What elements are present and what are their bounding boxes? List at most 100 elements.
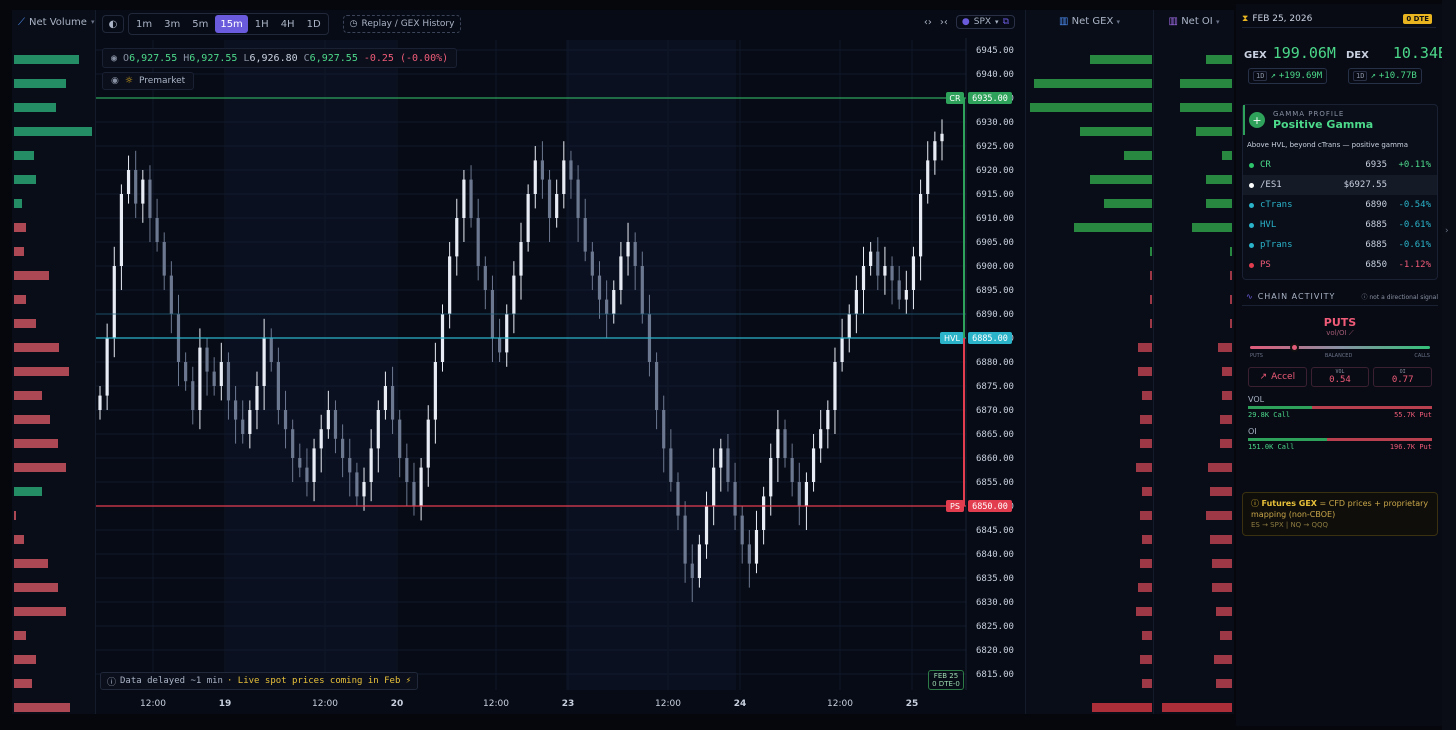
bar xyxy=(1142,631,1152,640)
candle-body xyxy=(119,194,124,266)
pulse-icon: ∿ xyxy=(1246,292,1254,301)
candle-body xyxy=(869,251,873,266)
level-row[interactable]: pTrans 6885 -0.61% xyxy=(1243,235,1437,255)
level-tag-label: CR xyxy=(949,94,961,103)
x-tick-label: 24 xyxy=(734,699,747,709)
dex-value: 10.34B xyxy=(1392,44,1448,62)
level-tag xyxy=(940,332,964,344)
candle-body xyxy=(305,467,309,482)
candle-body xyxy=(819,429,823,449)
level-row[interactable]: CR 6935 +0.11% xyxy=(1243,155,1437,175)
bar xyxy=(14,535,24,544)
bar xyxy=(1140,439,1152,448)
candle-body xyxy=(683,515,687,564)
level-row[interactable]: cTrans 6890 -0.54% xyxy=(1243,195,1437,215)
eye-icon[interactable]: ◉ xyxy=(111,76,119,86)
bar xyxy=(1206,55,1232,64)
net-volume-header[interactable]: ⟋ Net Volume ▾ xyxy=(12,10,94,34)
timeframe-button-1d[interactable]: 1D xyxy=(306,18,321,30)
bar xyxy=(1212,559,1232,568)
candle-body xyxy=(676,482,680,516)
gamma-profile-desc: Above HVL, beyond cTrans — positive gamm… xyxy=(1247,141,1409,149)
bar xyxy=(1140,559,1152,568)
candle-body xyxy=(704,506,709,545)
timeframe-button-5m[interactable]: 5m xyxy=(192,18,209,30)
bar xyxy=(1136,463,1152,472)
candle-body xyxy=(298,458,302,468)
timeframe-button-1m[interactable]: 1m xyxy=(136,18,153,30)
bar xyxy=(1206,511,1232,520)
chain-activity-card: ∿ CHAIN ACTIVITY ⓘ not a directional sig… xyxy=(1242,288,1438,482)
code-icon[interactable]: ‹› xyxy=(923,16,932,28)
candle-body xyxy=(405,458,409,482)
level-pct: +0.11% xyxy=(1398,160,1431,170)
eye-icon[interactable]: ◉ xyxy=(111,52,118,64)
candle-body xyxy=(226,362,231,401)
level-price-tag xyxy=(968,92,1012,104)
x-tick-label: 25 xyxy=(906,699,919,709)
level-row[interactable]: PS 6850 -1.12% xyxy=(1243,255,1437,275)
compare-icon[interactable]: ⧉ xyxy=(1002,17,1009,27)
bar xyxy=(1206,199,1232,208)
candle-body xyxy=(833,362,837,410)
bar xyxy=(1222,151,1232,160)
bar xyxy=(14,343,59,352)
net-oi-header[interactable]: ▥ Net OI ▾ xyxy=(1154,16,1234,27)
premarket-toggle[interactable]: ◉ ☼ Premarket xyxy=(102,72,195,90)
bar xyxy=(1212,583,1232,592)
candle-body xyxy=(148,179,152,218)
chain-note-text: not a directional signal xyxy=(1369,294,1438,301)
chevron-right-icon[interactable]: › xyxy=(1445,226,1449,236)
futures-title: Futures GEX xyxy=(1261,499,1317,508)
price-chart[interactable]: 6945.00 6940.00 6935.00 6930.00 6925.00 6920.… xyxy=(96,10,1026,714)
gex-delta: 1D ↗ +199.69M xyxy=(1248,68,1328,84)
candle-body xyxy=(205,347,209,372)
vol-stat-label: VOL xyxy=(1335,369,1345,375)
symbol-selector[interactable]: ● SPX ▾ ⧉ xyxy=(955,15,1015,29)
timeframe-button-1h[interactable]: 1H xyxy=(254,18,269,30)
bar xyxy=(1214,655,1232,664)
level-pct: -0.61% xyxy=(1398,240,1431,250)
dex-metric: DEX 10.34B xyxy=(1346,44,1447,62)
candle-body xyxy=(448,256,452,314)
y-tick-label: 6820.00 xyxy=(976,646,1014,656)
dex-label: DEX xyxy=(1346,50,1369,61)
y-tick-label: 6875.00 xyxy=(976,382,1014,392)
candle-body xyxy=(619,256,623,290)
oi-split-values: 151.0K Call 196.7K Put xyxy=(1248,443,1432,451)
bar xyxy=(1206,175,1232,184)
delay-note: ⓘ Data delayed ~1 min · Live spot prices… xyxy=(100,672,419,690)
level-tag-label: HVL xyxy=(944,334,960,343)
gamma-profile-title: Positive Gamma xyxy=(1273,117,1374,131)
low-label: L xyxy=(243,52,250,64)
bar xyxy=(14,559,48,568)
chevron-down-icon: ▾ xyxy=(90,18,95,26)
collapse-icon[interactable]: ›‹ xyxy=(939,16,948,28)
level-row[interactable]: HVL 6885 -0.61% xyxy=(1243,215,1437,235)
bar-chart-icon: ▥ xyxy=(1059,16,1069,27)
vol-put-bar xyxy=(1312,406,1432,409)
high-value: 6,927.55 xyxy=(189,52,238,64)
timeframe-button-4h[interactable]: 4H xyxy=(280,18,295,30)
palette-icon[interactable]: ◐ xyxy=(102,15,124,33)
change-value: -0.25 (-0.00%) xyxy=(363,52,449,64)
timeframe-button-15m[interactable]: 15m xyxy=(215,15,248,33)
bar xyxy=(14,367,69,376)
y-tick-label: 6860.00 xyxy=(976,454,1014,464)
timeframe-button-3m[interactable]: 3m xyxy=(164,18,181,30)
level-row[interactable]: /ES1 $6927.55 xyxy=(1243,175,1437,195)
y-tick-label: 6905.00 xyxy=(976,238,1014,248)
premarket-label: Premarket xyxy=(138,76,186,86)
session-band xyxy=(566,40,736,690)
bar xyxy=(1180,79,1232,88)
bar xyxy=(1142,487,1152,496)
replay-button[interactable]: ◷ Replay / GEX History xyxy=(342,15,462,33)
net-gex-header[interactable]: ▥ Net GEX ▾ xyxy=(1026,16,1153,27)
y-tick-label: 6920.00 xyxy=(976,166,1014,176)
candle-body xyxy=(162,242,166,276)
level-dot-icon xyxy=(1249,262,1254,268)
bar xyxy=(14,79,66,88)
level-name: PS xyxy=(1260,260,1271,270)
y-tick-label: 6880.00 xyxy=(976,358,1014,368)
bar xyxy=(1192,223,1232,232)
